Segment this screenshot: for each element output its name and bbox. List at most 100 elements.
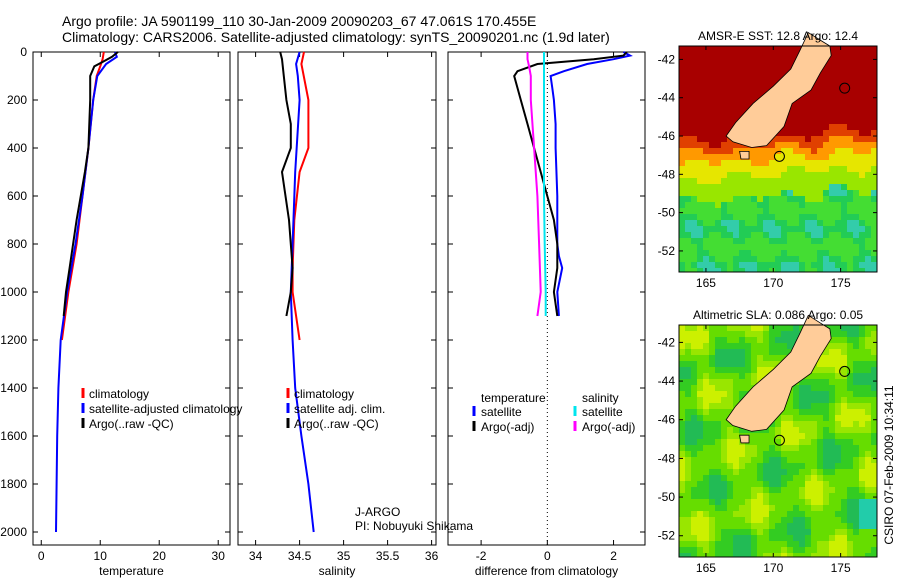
map-cell: [715, 46, 721, 52]
map-cell: [697, 553, 703, 557]
map-cell: [847, 154, 853, 160]
map-cell: [679, 124, 685, 130]
map-cell: [853, 220, 859, 226]
map-cell: [727, 46, 733, 52]
map-cell: [769, 427, 775, 433]
map-cell: [871, 76, 877, 82]
map-cell: [691, 172, 697, 178]
map-cell: [859, 124, 865, 130]
map-cell: [787, 325, 793, 331]
map-cell: [823, 493, 829, 499]
map-cell: [733, 226, 739, 232]
map-cell: [721, 142, 727, 148]
map-cell: [823, 172, 829, 178]
map-cell: [781, 343, 787, 349]
map-cell: [709, 172, 715, 178]
map-cell: [691, 244, 697, 250]
map-cell: [799, 475, 805, 481]
map-cell: [691, 202, 697, 208]
map-cell: [679, 493, 685, 499]
map-cell: [841, 178, 847, 184]
map-cell: [805, 409, 811, 415]
map-cell: [757, 184, 763, 190]
map-cell: [781, 136, 787, 142]
map-cell: [817, 220, 823, 226]
map-cell: [865, 493, 871, 499]
map-cell: [853, 232, 859, 238]
map-cell: [757, 517, 763, 523]
map-cell: [721, 52, 727, 58]
map-cell: [793, 208, 799, 214]
map-cell: [769, 451, 775, 457]
map-cell: [865, 64, 871, 70]
map-cell: [763, 184, 769, 190]
map-cell: [715, 499, 721, 505]
map-axes-box: [678, 324, 878, 558]
map-cell: [829, 262, 835, 268]
map-cell: [805, 517, 811, 523]
map-cell: [697, 421, 703, 427]
map-cell: [823, 553, 829, 557]
map-cell: [679, 220, 685, 226]
map-cell: [739, 52, 745, 58]
map-cell: [763, 196, 769, 202]
map-cell: [721, 166, 727, 172]
map-cell: [685, 391, 691, 397]
map-cell: [811, 100, 817, 106]
map-cell: [703, 142, 709, 148]
map-cell: [799, 190, 805, 196]
map-cell: [817, 94, 823, 100]
map-cell: [823, 541, 829, 547]
map-cell: [841, 451, 847, 457]
map-cell: [865, 511, 871, 517]
map-cell: [763, 325, 769, 331]
map-cell: [751, 208, 757, 214]
map-cell: [811, 148, 817, 154]
map-cell: [715, 487, 721, 493]
map-cell: [715, 244, 721, 250]
map-cell: [679, 154, 685, 160]
map-cell: [835, 148, 841, 154]
map-cell: [763, 553, 769, 557]
map-cell: [799, 397, 805, 403]
map-cell: [865, 523, 871, 529]
map-cell: [871, 202, 877, 208]
map-cell: [679, 238, 685, 244]
map-cell: [709, 196, 715, 202]
map-cell: [721, 136, 727, 142]
map-cell: [829, 46, 835, 52]
map-cell: [787, 409, 793, 415]
map-cell: [679, 64, 685, 70]
map-cell: [721, 385, 727, 391]
map-cell: [871, 505, 877, 511]
map-cell: [751, 220, 757, 226]
map-cell: [721, 64, 727, 70]
map-cell: [811, 112, 817, 118]
map-cell: [751, 433, 757, 439]
map-cell: [709, 268, 715, 272]
map-cell: [769, 202, 775, 208]
map-cell: [679, 256, 685, 262]
map-cell: [733, 343, 739, 349]
map-cell: [697, 124, 703, 130]
map-cell: [787, 481, 793, 487]
map-cell: [745, 385, 751, 391]
map-cell: [805, 463, 811, 469]
map-cell: [697, 244, 703, 250]
map-cell: [769, 64, 775, 70]
map-cell: [853, 517, 859, 523]
map-cell: [823, 244, 829, 250]
y-tick-label: -44: [658, 374, 676, 388]
map-cell: [793, 463, 799, 469]
x-tick-label: 34.5: [288, 549, 312, 563]
map-cell: [685, 445, 691, 451]
map-cell: [871, 409, 877, 415]
map-cell: [793, 214, 799, 220]
map-cell: [823, 529, 829, 535]
map-cell: [823, 463, 829, 469]
map-cell: [703, 184, 709, 190]
map-cell: [823, 130, 829, 136]
map-cell: [745, 517, 751, 523]
map-cell: [721, 457, 727, 463]
map-cell: [817, 112, 823, 118]
